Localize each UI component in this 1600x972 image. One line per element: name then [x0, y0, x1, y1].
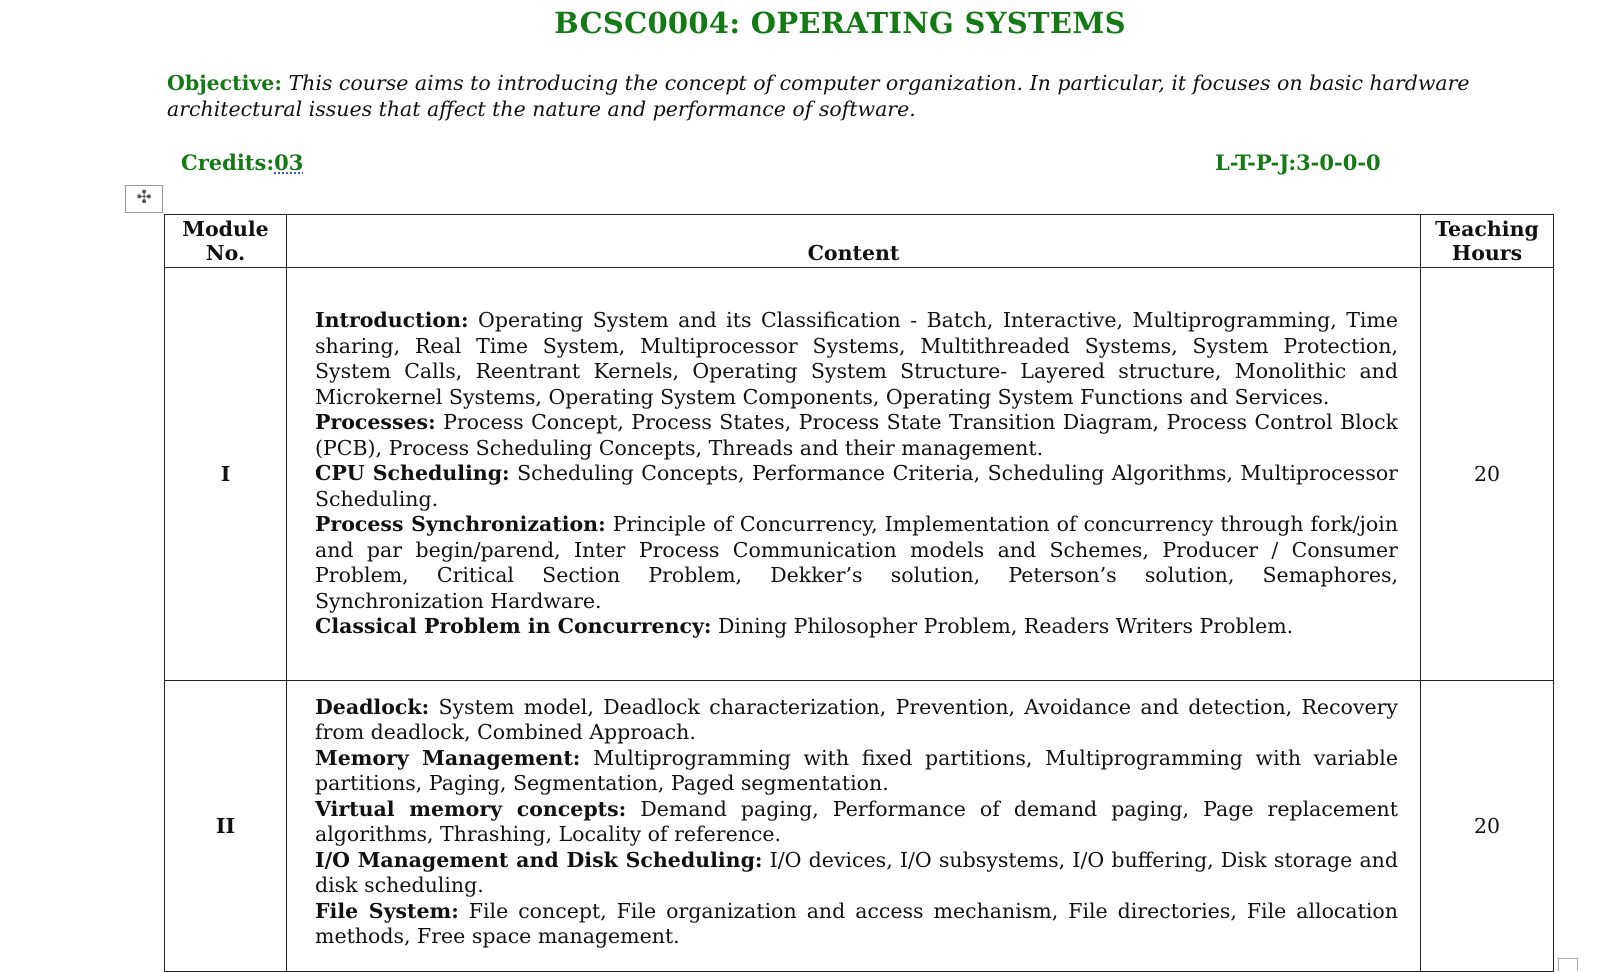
topic-paragraph: File System: File concept, File organiza… [315, 899, 1398, 950]
topic-heading: Virtual memory concepts: [315, 796, 627, 821]
topic-text: System model, Deadlock characterization,… [315, 694, 1398, 745]
credits-value: 03 [274, 150, 304, 175]
topic-heading: Process Synchronization: [315, 512, 606, 537]
header-hours-line2: Hours [1451, 241, 1523, 265]
topic-paragraph: Process Synchronization: Principle of Co… [315, 512, 1398, 614]
topic-paragraph: Classical Problem in Concurrency: Dining… [315, 614, 1398, 640]
objective-paragraph: Objective: This course aims to introduci… [167, 70, 1477, 122]
table-header-row: Module No. Content Teaching Hours [164, 214, 1554, 268]
credits: Credits:03 [181, 150, 303, 175]
resize-handle-icon[interactable] [1558, 958, 1578, 971]
topic-text: Process Concept, Process States, Process… [315, 410, 1398, 460]
module-content: Deadlock: System model, Deadlock charact… [286, 680, 1421, 972]
topic-heading: I/O Management and Disk Scheduling: [315, 847, 763, 872]
teaching-hours: 20 [1420, 267, 1554, 681]
topic-text: File concept, File organization and acce… [315, 898, 1398, 949]
topic-text: Scheduling Concepts, Performance Criteri… [315, 461, 1398, 511]
objective-label: Objective: [167, 71, 282, 95]
teaching-hours: 20 [1420, 680, 1554, 972]
table-row: II Deadlock: System model, Deadlock char… [164, 680, 1554, 972]
syllabus-table: Module No. Content Teaching Hours I Intr… [164, 214, 1554, 972]
header-teaching-hours: Teaching Hours [1420, 214, 1554, 268]
objective-text: This course aims to introducing the conc… [167, 71, 1470, 121]
move-icon[interactable]: ✣ [125, 185, 163, 213]
topic-heading: CPU Scheduling: [315, 461, 510, 486]
topic-text: Demand paging, Performance of demand pag… [315, 796, 1398, 847]
topic-paragraph: Virtual memory concepts: Demand paging, … [315, 797, 1398, 848]
topic-paragraph: Introduction: Operating System and its C… [315, 308, 1398, 410]
topic-text: Principle of Concurrency, Implementation… [315, 512, 1398, 613]
header-module-line2: No. [205, 241, 246, 265]
topic-paragraph: I/O Management and Disk Scheduling: I/O … [315, 848, 1398, 899]
topic-text: Dining Philosopher Problem, Readers Writ… [717, 614, 1294, 639]
credits-label: Credits: [181, 150, 275, 175]
topic-text: I/O devices, I/O subsystems, I/O bufferi… [315, 847, 1398, 898]
topic-heading: Memory Management: [315, 745, 581, 770]
table-row: I Introduction: Operating System and its… [164, 267, 1554, 681]
topic-paragraph: Memory Management: Multiprogramming with… [315, 746, 1398, 797]
header-content: Content [286, 214, 1421, 268]
topic-text: Operating System and its Classification … [315, 308, 1398, 409]
topic-paragraph: Deadlock: System model, Deadlock charact… [315, 695, 1398, 746]
header-hours-line1: Teaching [1435, 217, 1539, 241]
topic-heading: Deadlock: [315, 694, 430, 719]
topic-paragraph: CPU Scheduling: Scheduling Concepts, Per… [315, 461, 1398, 512]
topic-text: Multiprogramming with fixed partitions, … [315, 745, 1398, 796]
topic-heading: Processes: [315, 410, 436, 435]
module-content: Introduction: Operating System and its C… [286, 267, 1421, 681]
module-number: II [164, 680, 287, 972]
ltpj-value: L-T-P-J:3-0-0-0 [1215, 150, 1381, 175]
topic-heading: File System: [315, 898, 459, 923]
module-number: I [164, 267, 287, 681]
document-title: BCSC0004: OPERATING SYSTEMS [554, 6, 1126, 40]
topic-heading: Classical Problem in Concurrency: [315, 614, 712, 639]
header-module-line1: Module [182, 217, 269, 241]
header-module-no: Module No. [164, 214, 287, 268]
topic-heading: Introduction: [315, 308, 469, 333]
topic-paragraph: Processes: Process Concept, Process Stat… [315, 410, 1398, 461]
